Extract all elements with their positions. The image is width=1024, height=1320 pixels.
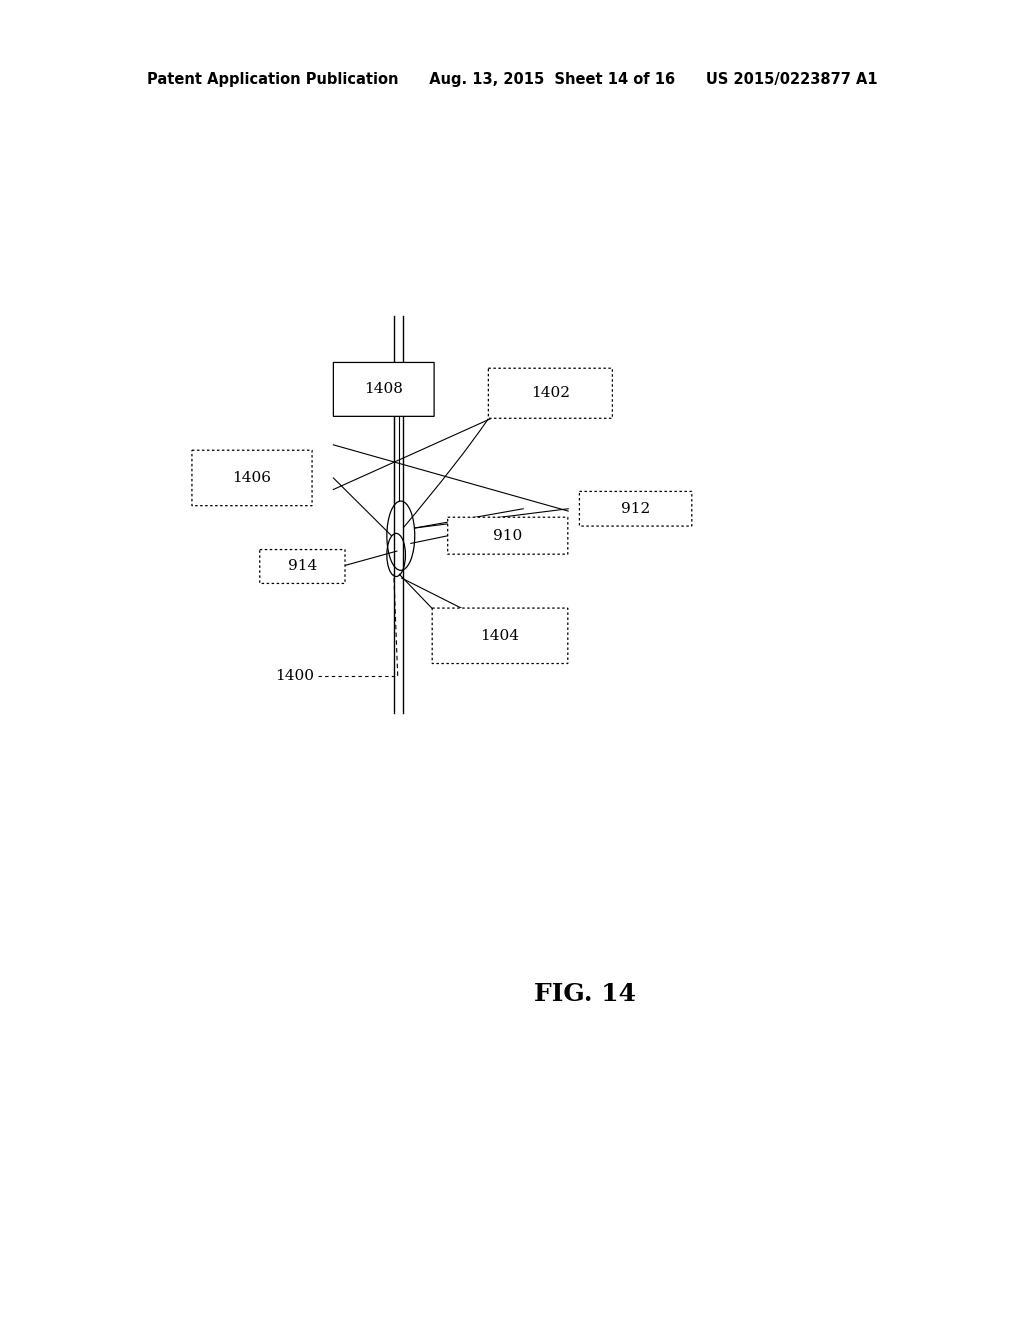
Text: 914: 914 <box>288 560 317 573</box>
FancyBboxPatch shape <box>260 549 345 583</box>
Text: 1400: 1400 <box>275 669 314 682</box>
Text: 1404: 1404 <box>480 628 519 643</box>
FancyBboxPatch shape <box>334 363 434 416</box>
Text: 1402: 1402 <box>530 387 570 400</box>
Text: 1406: 1406 <box>232 471 271 484</box>
FancyBboxPatch shape <box>432 609 568 664</box>
Text: FIG. 14: FIG. 14 <box>535 982 636 1006</box>
Text: 910: 910 <box>494 529 522 543</box>
Text: Patent Application Publication      Aug. 13, 2015  Sheet 14 of 16      US 2015/0: Patent Application Publication Aug. 13, … <box>146 73 878 87</box>
FancyBboxPatch shape <box>580 491 692 527</box>
Text: 912: 912 <box>621 502 650 516</box>
FancyBboxPatch shape <box>191 450 312 506</box>
FancyBboxPatch shape <box>488 368 612 418</box>
Text: 1408: 1408 <box>365 383 403 396</box>
FancyBboxPatch shape <box>447 517 568 554</box>
